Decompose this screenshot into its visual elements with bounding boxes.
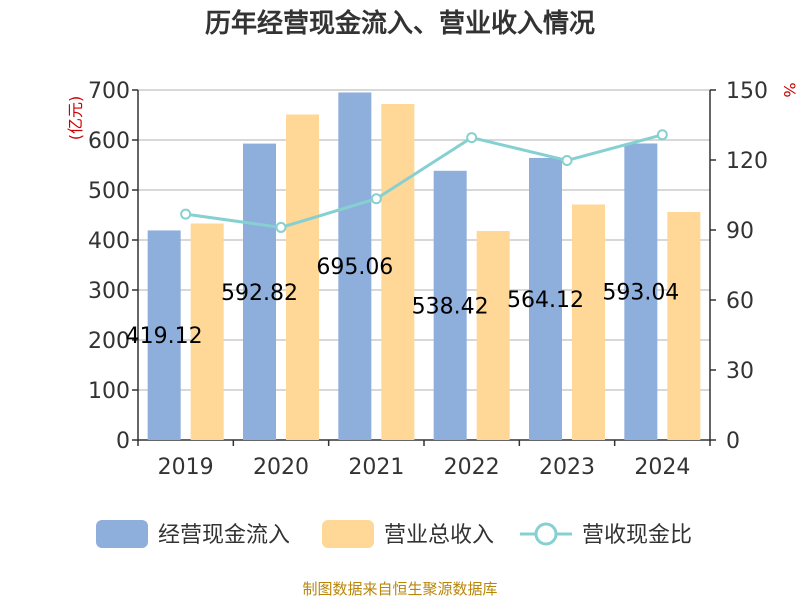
y-left-tick-label: 500 bbox=[88, 179, 130, 204]
x-axis-ticks: 2019 2020 2021 2022 2023 2024 bbox=[137, 440, 711, 480]
chart-title: 历年经营现金流入、营业收入情况 bbox=[205, 8, 595, 39]
ratio-line-series bbox=[180, 129, 668, 233]
y-left-tick-label: 100 bbox=[88, 379, 130, 404]
y-right-tick-label: 120 bbox=[726, 149, 768, 174]
x-tick-label: 2024 bbox=[634, 455, 690, 480]
y-axis-right-ticks: 0 30 60 90 120 150 bbox=[710, 79, 768, 454]
y-left-tick-label: 300 bbox=[88, 279, 130, 304]
x-tick-label: 2022 bbox=[444, 455, 500, 480]
bar-revenue bbox=[381, 104, 415, 440]
y-left-tick-label: 0 bbox=[116, 429, 130, 454]
y-left-tick-label: 200 bbox=[88, 329, 130, 354]
y-right-tick-label: 0 bbox=[726, 429, 740, 454]
bar-cash-inflow bbox=[147, 230, 181, 440]
bar-revenue bbox=[572, 204, 605, 440]
bar-revenue bbox=[667, 212, 701, 440]
legend: 经营现金流入 营业总收入 营收现金比 bbox=[96, 520, 692, 548]
legend-item-revenue[interactable]: 营业总收入 bbox=[322, 520, 494, 548]
bar-cash-inflow bbox=[338, 92, 372, 440]
bar-cash-inflow bbox=[433, 170, 467, 441]
data-labels: 419.12 592.82 695.06 538.42 564.12 593.04 bbox=[126, 255, 680, 349]
ratio-line bbox=[185, 133, 663, 229]
legend-label-revenue: 营业总收入 bbox=[384, 523, 494, 548]
ratio-point bbox=[180, 208, 192, 220]
x-tick-label: 2019 bbox=[158, 455, 214, 480]
x-tick-label: 2021 bbox=[348, 455, 404, 480]
bar-revenue bbox=[286, 114, 319, 440]
bar-revenue bbox=[190, 223, 224, 440]
bar-series bbox=[147, 92, 701, 441]
source-note: 制图数据来自恒生聚源数据库 bbox=[302, 580, 497, 598]
data-label-cash-inflow: 592.82 bbox=[221, 281, 298, 306]
legend-swatch-revenue bbox=[322, 520, 374, 548]
ratio-point bbox=[370, 193, 382, 205]
legend-label-ratio: 营收现金比 bbox=[582, 523, 692, 548]
legend-label-cash-inflow: 经营现金流入 bbox=[158, 523, 290, 548]
x-tick-label: 2020 bbox=[253, 455, 309, 480]
bar-cash-inflow bbox=[529, 157, 562, 440]
data-label-cash-inflow: 538.42 bbox=[412, 294, 489, 319]
y-right-tick-label: 90 bbox=[726, 219, 754, 244]
data-label-cash-inflow: 695.06 bbox=[316, 255, 393, 280]
bar-cash-inflow bbox=[624, 143, 658, 441]
bar-cash-inflow bbox=[243, 143, 276, 440]
gridlines bbox=[138, 89, 710, 391]
y-left-tick-label: 700 bbox=[88, 79, 130, 104]
legend-marker-ratio bbox=[534, 522, 558, 546]
y-right-tick-label: 30 bbox=[726, 359, 754, 384]
ratio-point bbox=[656, 129, 668, 141]
y-right-unit-label: % bbox=[780, 82, 799, 97]
ratio-point bbox=[275, 221, 287, 233]
y-right-tick-label: 150 bbox=[726, 79, 768, 104]
legend-item-ratio[interactable]: 营收现金比 bbox=[520, 522, 692, 548]
y-right-tick-label: 60 bbox=[726, 289, 754, 314]
y-left-tick-label: 600 bbox=[88, 129, 130, 154]
ratio-point bbox=[561, 154, 573, 166]
data-label-cash-inflow: 593.04 bbox=[602, 281, 679, 306]
ratio-point bbox=[466, 132, 478, 144]
x-tick-label: 2023 bbox=[539, 455, 595, 480]
legend-swatch-cash-inflow bbox=[96, 520, 148, 548]
y-left-unit-label: (亿元) bbox=[66, 96, 85, 141]
bar-revenue bbox=[476, 231, 510, 440]
y-axis-left-ticks: 0 100 200 300 400 500 600 700 bbox=[88, 79, 138, 454]
y-left-tick-label: 400 bbox=[88, 229, 130, 254]
legend-item-cash-inflow[interactable]: 经营现金流入 bbox=[96, 520, 290, 548]
data-label-cash-inflow: 564.12 bbox=[507, 288, 584, 313]
data-label-cash-inflow: 419.12 bbox=[126, 324, 203, 349]
